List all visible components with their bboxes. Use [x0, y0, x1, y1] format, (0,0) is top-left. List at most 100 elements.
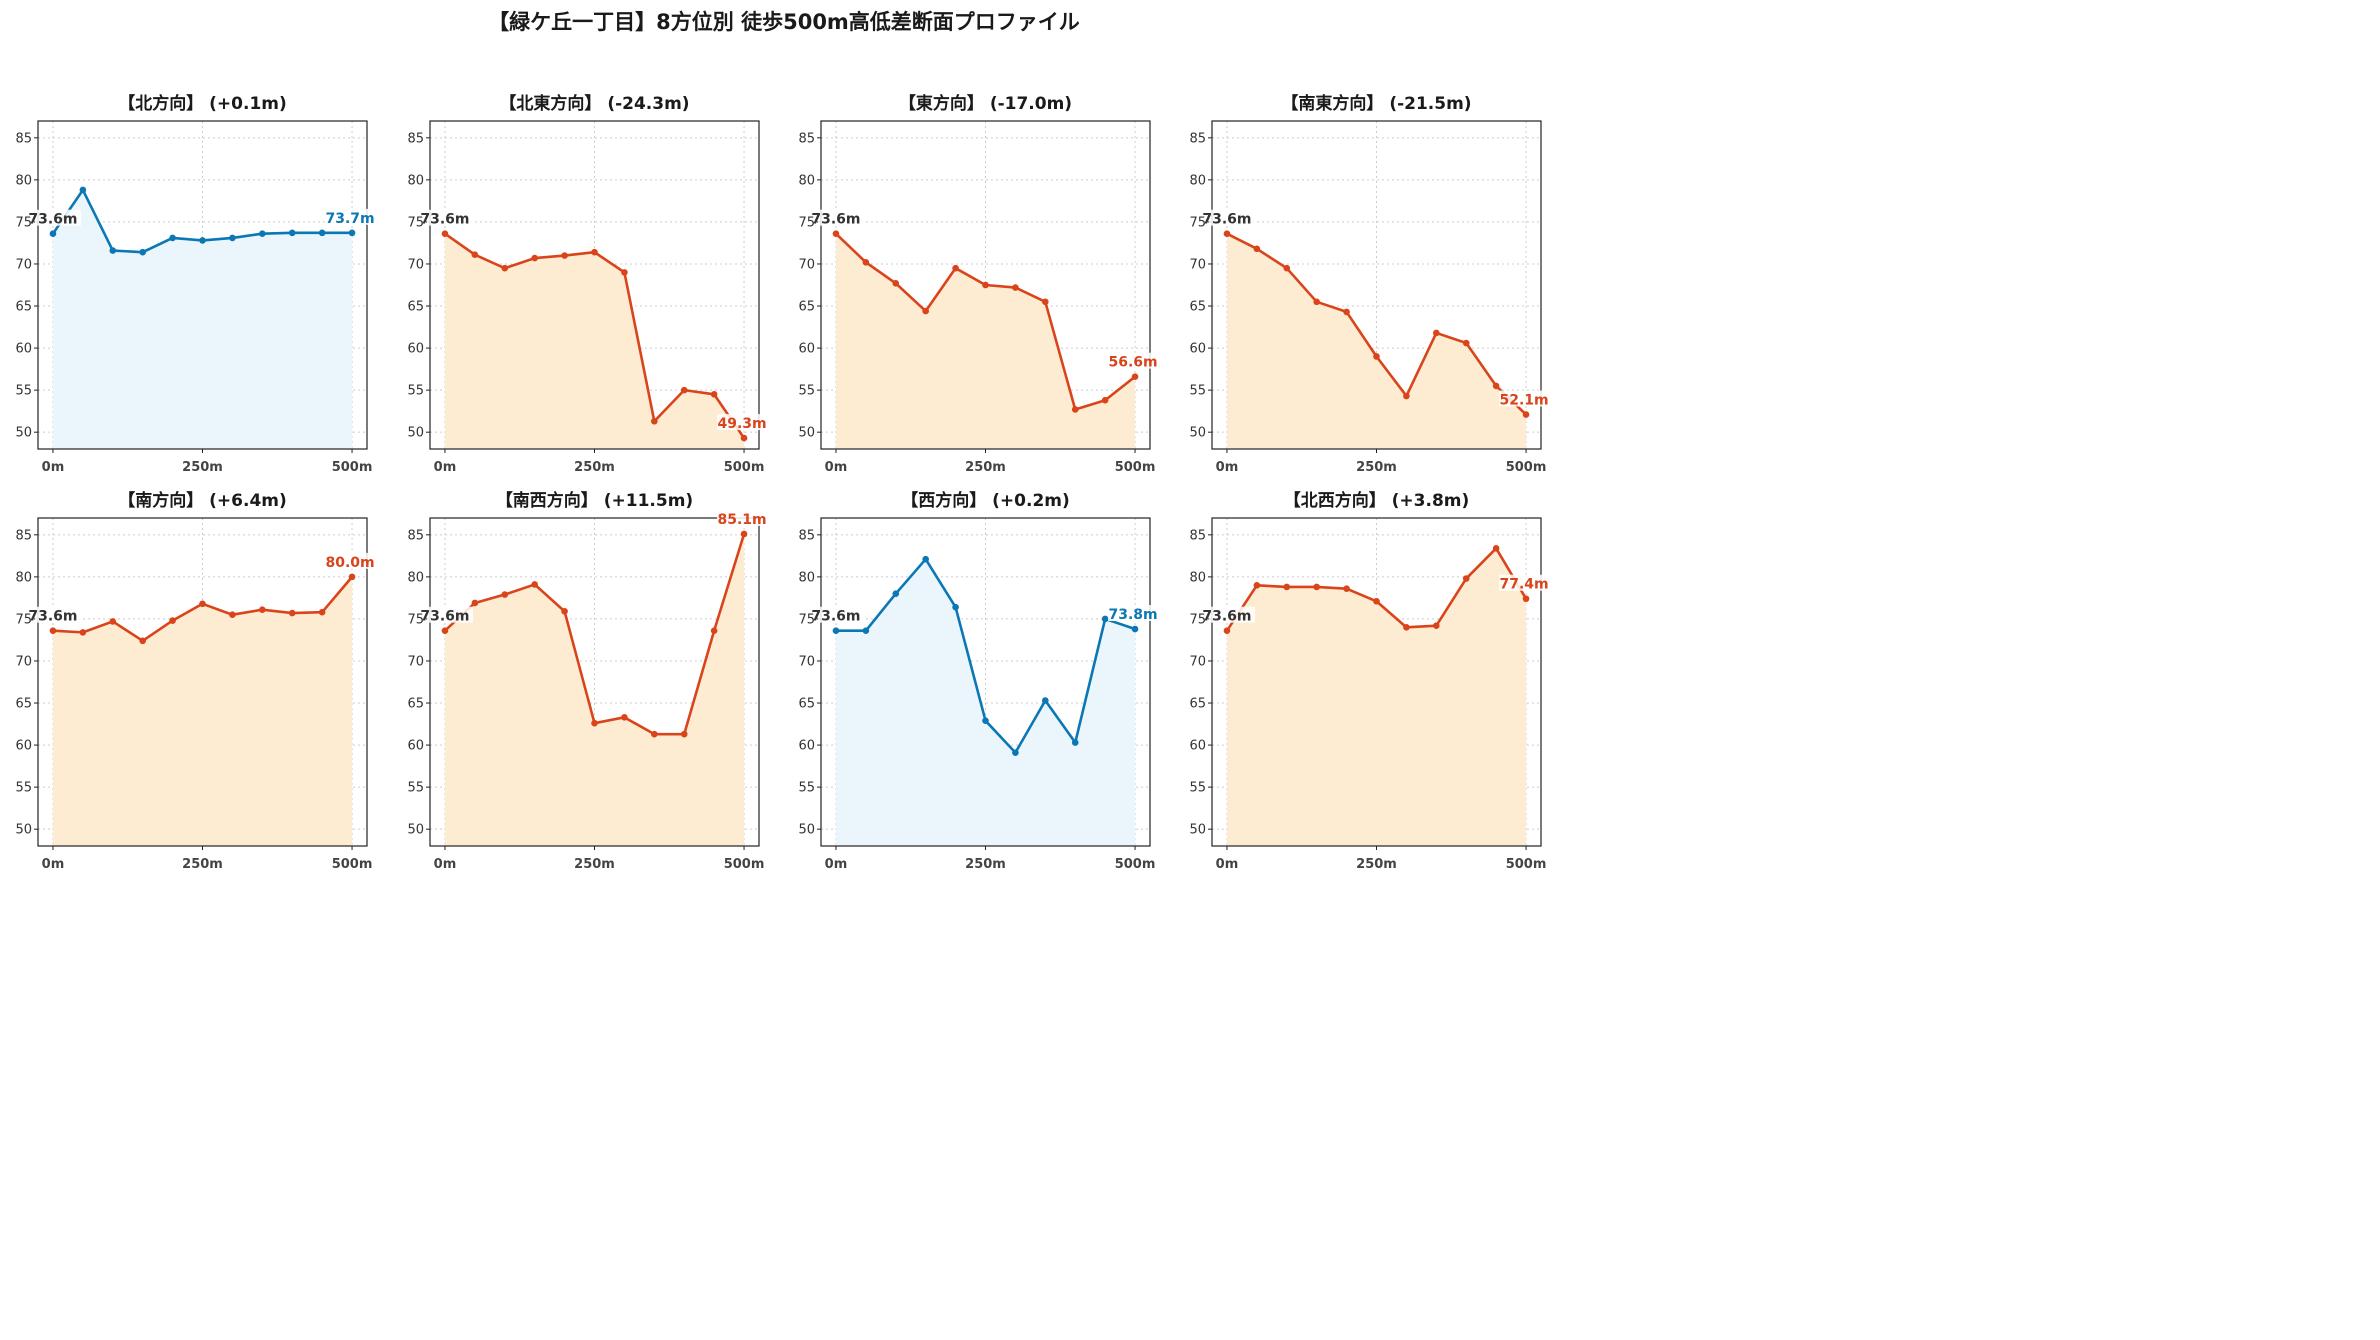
tick-label-y: 70 [798, 654, 815, 669]
elevation-point [591, 719, 598, 727]
elevation-point [441, 627, 449, 634]
tick-label-y: 70 [15, 257, 32, 272]
elevation-point [561, 608, 568, 615]
elevation-point [862, 258, 870, 266]
tick-label-y: 75 [407, 612, 424, 627]
elevation-point [501, 591, 509, 598]
profile-panel-1: 【北方向】 (+0.1m) 50 55 60 65 70 75 80 85 0m 250m 500m 7… [15, 93, 376, 475]
elevation-point [288, 229, 296, 237]
elevation-point [199, 237, 206, 244]
tick-label-y: 70 [1189, 654, 1206, 669]
tick-label-y: 85 [798, 528, 815, 543]
elevation-point [1283, 264, 1291, 272]
tick-label-x: 500m [724, 460, 765, 475]
tick-label-x: 0m [434, 857, 457, 872]
elevation-area [835, 559, 1136, 846]
elevation-point [531, 254, 538, 262]
elevation-area [52, 576, 353, 846]
elevation-point [139, 637, 146, 645]
tick-label-y: 80 [407, 570, 424, 585]
tick-label-y: 60 [407, 739, 424, 754]
end-label-bg [1499, 574, 1550, 591]
tick-label-x: 500m [332, 857, 373, 872]
elevation-point [1433, 622, 1440, 629]
start-elevation-label: 73.6m [1202, 609, 1251, 625]
end-elevation-label: 73.8m [1108, 607, 1157, 623]
tick-label-y: 50 [1189, 426, 1206, 441]
tick-label-y: 75 [407, 215, 424, 230]
elevation-area [835, 233, 1136, 449]
end-elevation-label: 77.4m [1499, 577, 1548, 593]
tick-label-x: 250m [574, 460, 615, 475]
tick-label-y: 55 [798, 781, 815, 796]
tick-label-y: 85 [407, 528, 424, 543]
elevation-point [680, 730, 688, 738]
tick-label-y: 75 [15, 215, 32, 230]
elevation-point [1131, 373, 1139, 380]
end-label-bg [325, 208, 376, 225]
elevation-point [501, 264, 509, 272]
tick-label-x: 250m [182, 857, 223, 872]
tick-label-x: 500m [332, 460, 373, 475]
elevation-point [832, 230, 840, 237]
tick-label-y: 80 [798, 173, 815, 188]
tick-label-x: 250m [182, 460, 223, 475]
elevation-area [444, 233, 745, 449]
tick-label-y: 80 [15, 173, 32, 188]
elevation-area [52, 189, 353, 449]
tick-label-y: 55 [407, 781, 424, 796]
elevation-point [1012, 284, 1019, 291]
profile-panel-4: 【南東方向】 (-21.5m) 50 55 60 65 70 75 80 85 0m 250m 500… [1189, 93, 1550, 475]
elevation-point [1101, 396, 1109, 404]
elevation-point [862, 627, 870, 634]
tick-label-x: 0m [825, 857, 848, 872]
elevation-point [79, 186, 87, 194]
elevation-point [259, 230, 266, 237]
tick-label-y: 80 [15, 570, 32, 585]
tick-label-y: 55 [15, 384, 32, 399]
elevation-point [680, 386, 688, 394]
elevation-point [1492, 382, 1500, 390]
tick-label-y: 85 [1189, 131, 1206, 146]
tick-label-x: 0m [42, 857, 65, 872]
elevation-point [832, 627, 840, 634]
tick-label-y: 55 [407, 384, 424, 399]
tick-label-y: 85 [15, 528, 32, 543]
tick-label-y: 50 [798, 823, 815, 838]
tick-label-y: 85 [15, 131, 32, 146]
tick-label-x: 0m [1216, 857, 1239, 872]
elevation-point [740, 434, 748, 442]
elevation-point [1403, 624, 1410, 631]
elevation-point [1101, 615, 1109, 623]
tick-label-y: 80 [1189, 173, 1206, 188]
panel-title: 【南東方向】 (-21.5m) [1281, 93, 1471, 114]
tick-label-y: 50 [1189, 823, 1206, 838]
tick-label-y: 75 [798, 612, 815, 627]
elevation-point [1253, 245, 1261, 253]
elevation-area [444, 533, 745, 846]
start-elevation-label: 73.6m [420, 212, 469, 228]
tick-label-y: 60 [15, 342, 32, 357]
elevation-point [1071, 739, 1079, 746]
tick-label-y: 75 [798, 215, 815, 230]
tick-label-y: 65 [798, 300, 815, 315]
end-label-bg [1108, 605, 1159, 622]
tick-label-x: 0m [42, 460, 65, 475]
tick-label-y: 65 [798, 697, 815, 712]
elevation-point [348, 573, 356, 581]
elevation-area [1226, 233, 1527, 449]
start-label-bg [426, 606, 473, 623]
tick-label-y: 60 [798, 342, 815, 357]
elevation-point [139, 248, 146, 256]
elevation-point [471, 251, 479, 259]
elevation-point [49, 627, 57, 634]
elevation-point [740, 530, 748, 538]
elevation-point [982, 717, 989, 724]
elevation-point [169, 617, 176, 624]
elevation-point [1343, 585, 1350, 592]
figure-title: 【緑ケ丘一丁目】8方位別 徒歩500m高低差断面プロファイル [488, 10, 1080, 34]
profile-panel-6: 【南西方向】 (+11.5m) 50 55 60 65 70 75 80 85 0m 250m 500… [407, 490, 768, 872]
end-elevation-label: 73.7m [325, 211, 374, 227]
elevation-point [1283, 583, 1291, 591]
elevation-point [591, 248, 598, 256]
